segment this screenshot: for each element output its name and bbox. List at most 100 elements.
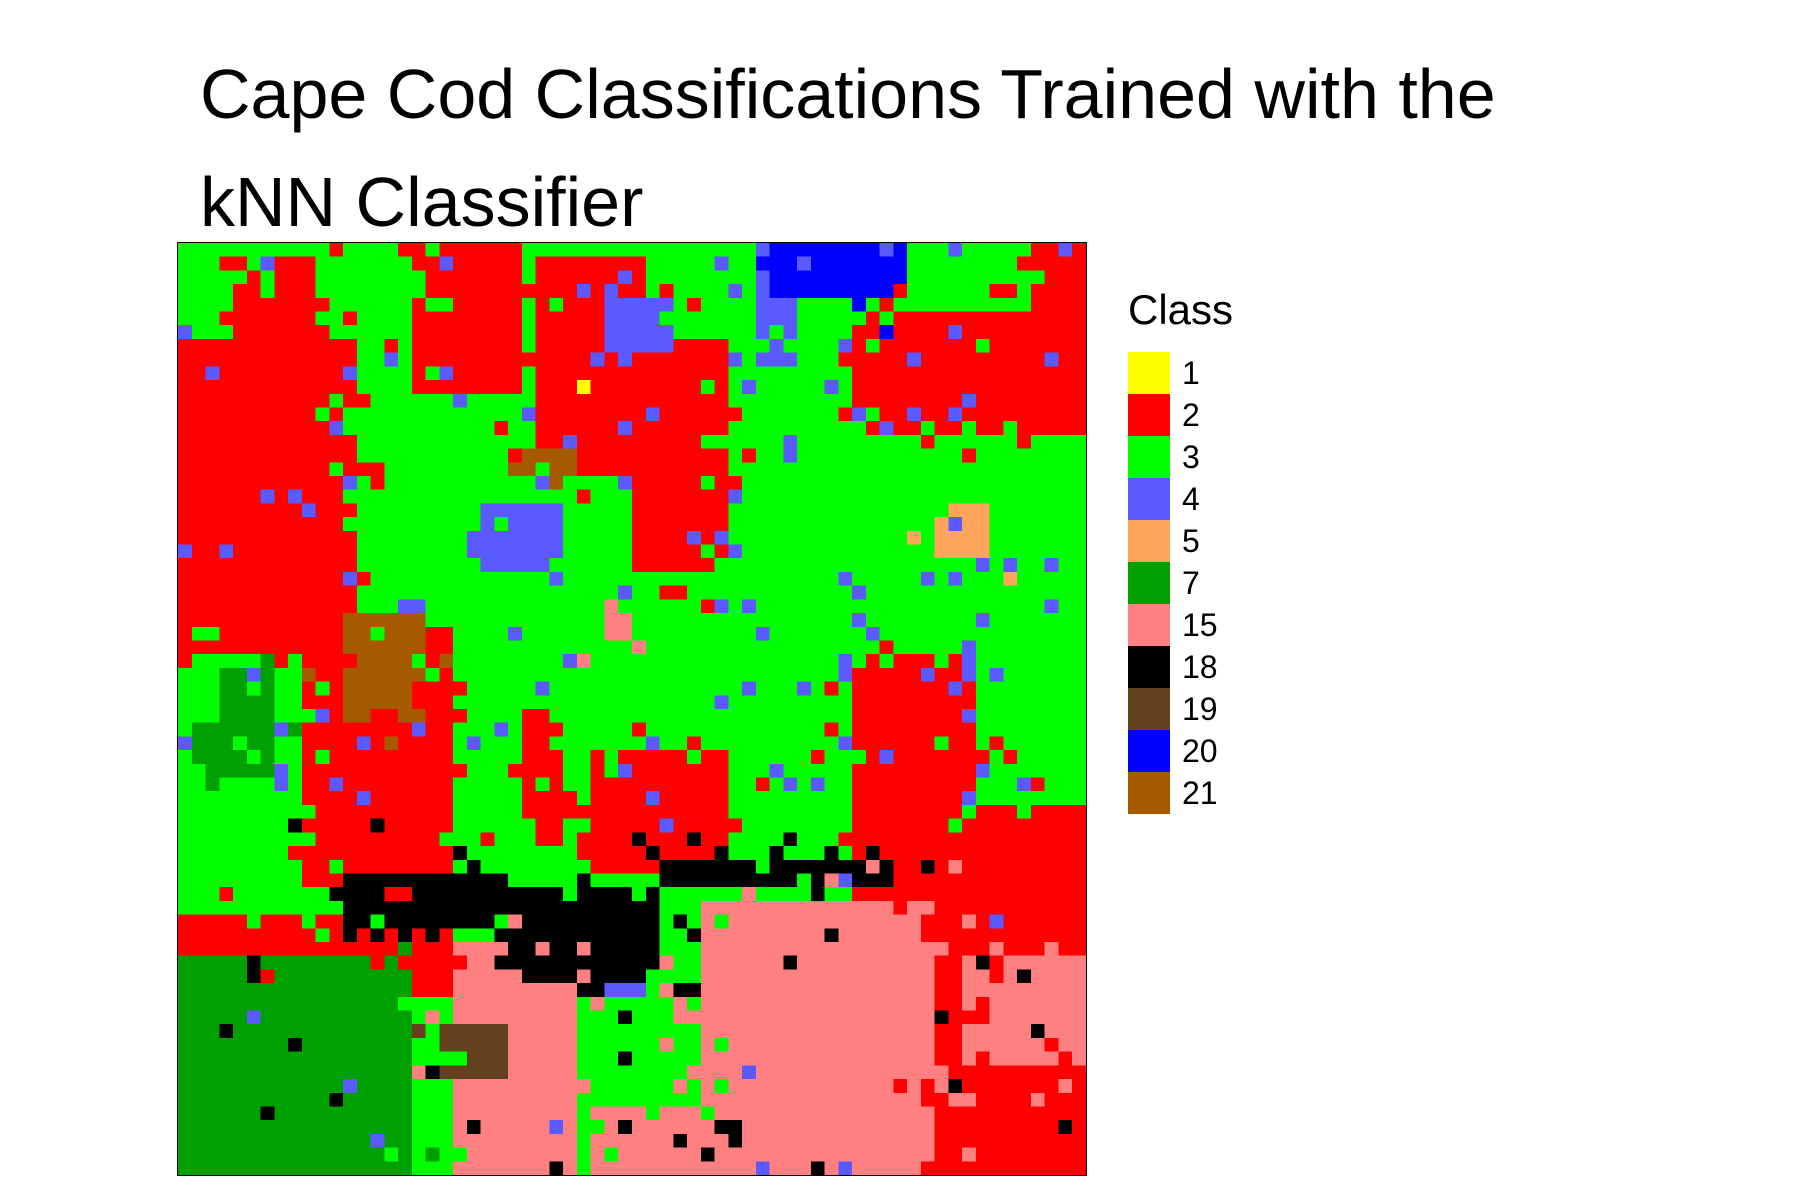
- pixel-class-2: [178, 654, 192, 668]
- pixel-class-2: [879, 846, 1086, 860]
- pixel-class-15: [535, 942, 550, 956]
- pixel-class-15: [453, 942, 509, 956]
- pixel-class-2: [411, 297, 426, 312]
- pixel-class-4: [480, 503, 564, 518]
- pixel-class-2: [329, 681, 344, 696]
- pixel-class-2: [934, 421, 963, 435]
- pixel-class-19: [466, 1051, 509, 1066]
- legend-item-2: 2: [1128, 394, 1233, 436]
- pixel-class-2: [632, 530, 688, 545]
- pixel-class-4: [948, 407, 963, 422]
- pixel-class-4: [838, 338, 853, 353]
- pixel-class-15: [1058, 1037, 1086, 1052]
- pixel-class-15: [1003, 955, 1086, 970]
- pixel-class-4: [466, 544, 564, 559]
- pixel-class-18: [576, 873, 591, 888]
- pixel-class-4: [962, 654, 976, 668]
- pixel-class-2: [178, 558, 357, 572]
- pixel-class-2: [178, 489, 261, 504]
- pixel-class-7: [246, 736, 275, 751]
- pixel-class-2: [521, 791, 577, 805]
- pixel-class-2: [535, 818, 564, 833]
- pixel-class-2: [521, 777, 536, 792]
- pixel-class-2: [1030, 777, 1045, 792]
- pixel-class-2: [535, 311, 605, 326]
- pixel-class-7: [178, 969, 247, 984]
- pixel-class-2: [1003, 942, 1045, 956]
- pixel-class-4: [907, 352, 921, 367]
- pixel-class-2: [384, 887, 412, 901]
- pixel-class-2: [659, 284, 674, 298]
- pixel-class-4: [549, 1120, 564, 1134]
- legend-item-4: 4: [1128, 478, 1233, 520]
- pixel-class-4: [645, 791, 660, 805]
- legend-item-19: 19: [1128, 688, 1233, 730]
- pixel-class-2: [178, 530, 357, 545]
- pixel-class-2: [535, 380, 577, 394]
- pixel-class-2: [632, 352, 729, 367]
- pixel-class-4: [274, 763, 289, 778]
- pixel-class-18: [453, 846, 467, 860]
- pixel-class-2: [233, 544, 357, 559]
- pixel-class-4: [563, 654, 577, 668]
- pixel-class-2: [329, 243, 344, 257]
- pixel-class-21: [343, 695, 412, 709]
- pixel-class-2: [893, 1079, 908, 1093]
- pixel-class-2: [865, 421, 880, 435]
- pixel-class-2: [356, 928, 371, 942]
- pixel-class-15: [700, 983, 935, 997]
- pixel-class-2: [852, 777, 976, 792]
- pixel-class-2: [411, 380, 522, 394]
- pixel-class-2: [411, 352, 591, 367]
- pixel-class-2: [384, 928, 399, 942]
- legend-label: 1: [1182, 354, 1200, 391]
- pixel-class-2: [398, 243, 426, 257]
- pixel-class-2: [425, 709, 467, 723]
- pixel-class-2: [356, 571, 371, 586]
- pixel-class-15: [962, 969, 990, 984]
- pixel-class-2: [370, 955, 385, 970]
- pixel-class-4: [618, 421, 632, 435]
- legend-item-15: 15: [1128, 604, 1233, 646]
- pixel-class-4: [356, 736, 371, 751]
- pixel-class-15: [1044, 942, 1059, 956]
- pixel-class-7: [178, 1106, 261, 1121]
- pixel-class-2: [411, 695, 454, 709]
- legend-label: 20: [1182, 732, 1218, 769]
- pixel-class-18: [329, 887, 385, 901]
- pixel-class-4: [604, 297, 674, 312]
- pixel-class-7: [301, 1037, 412, 1052]
- pixel-class-15: [1058, 1079, 1073, 1093]
- pixel-class-2: [219, 366, 344, 381]
- pixel-class-2: [975, 393, 1086, 408]
- pixel-class-7: [178, 1079, 344, 1093]
- pixel-class-4: [384, 352, 399, 367]
- pixel-class-15: [742, 1133, 935, 1148]
- pixel-class-2: [178, 407, 316, 422]
- pixel-class-2: [178, 366, 206, 381]
- pixel-class-4: [838, 654, 853, 668]
- pixel-class-21: [343, 709, 371, 723]
- pixel-class-2: [934, 1037, 963, 1052]
- pixel-class-2: [439, 667, 454, 682]
- pixel-class-4: [645, 407, 660, 422]
- legend-label: 15: [1182, 606, 1218, 643]
- pixel-class-2: [178, 640, 344, 655]
- pixel-class-2: [329, 750, 454, 764]
- pixel-class-2: [549, 777, 564, 792]
- pixel-class-4: [879, 750, 894, 764]
- pixel-class-2: [852, 791, 963, 805]
- pixel-class-18: [769, 859, 866, 874]
- pixel-class-21: [301, 667, 316, 682]
- pixel-class-2: [604, 352, 619, 367]
- pixel-class-2: [411, 338, 522, 353]
- pixel-class-18: [852, 873, 894, 888]
- pixel-class-4: [783, 777, 798, 792]
- pixel-class-2: [590, 750, 605, 764]
- legend-swatch: [1128, 646, 1170, 688]
- pixel-class-15: [508, 1037, 577, 1052]
- pixel-class-21: [549, 476, 564, 490]
- pixel-class-4: [453, 393, 467, 408]
- pixel-class-15: [962, 1051, 976, 1066]
- pixel-class-15: [453, 1106, 577, 1121]
